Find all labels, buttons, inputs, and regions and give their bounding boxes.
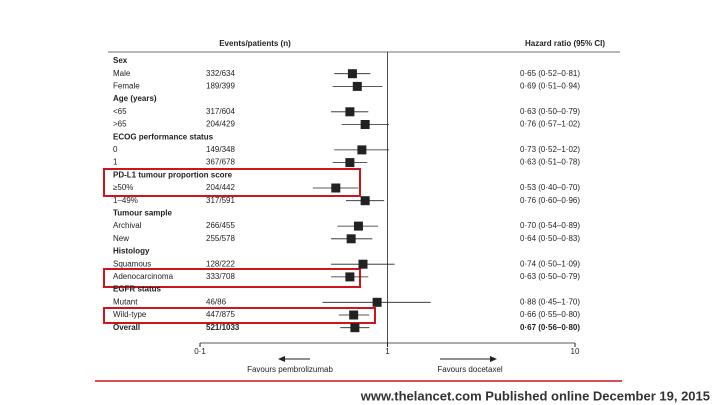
hr-label: 0·76 (0·57–1·02) — [520, 120, 580, 129]
hr-point — [350, 323, 360, 333]
hr-label: 0·76 (0·60–0·96) — [520, 196, 580, 205]
group-header: Age (years) — [113, 94, 157, 103]
hr-point — [346, 234, 356, 244]
hr-label: 0·70 (0·54–0·89) — [520, 221, 580, 230]
hr-label: 0·66 (0·55–0·80) — [520, 310, 580, 319]
row-label: Squamous — [113, 259, 151, 268]
hr-point — [331, 183, 341, 193]
x-tick-label: 1 — [385, 347, 390, 356]
favours-label: Favours docetaxel — [437, 365, 503, 374]
row-label: Overall — [113, 323, 140, 332]
hr-point — [353, 221, 363, 231]
hr-point — [347, 69, 357, 79]
hr-label: 0·88 (0·45–1·70) — [520, 297, 580, 306]
row-label: Male — [113, 69, 131, 78]
row-label: Archival — [113, 221, 142, 230]
row-label: Female — [113, 82, 140, 91]
highlight-box — [103, 168, 361, 197]
hr-point — [345, 158, 355, 168]
row-label: 1–49% — [113, 196, 138, 205]
events: 46/86 — [206, 297, 227, 306]
events: 317/591 — [206, 196, 235, 205]
hr-label: 0·63 (0·50–0·79) — [520, 107, 580, 116]
hr-label: 0·69 (0·51–0·94) — [520, 82, 580, 91]
events: 204/442 — [206, 183, 235, 192]
column-header: Events/patients (n) — [219, 39, 291, 48]
hr-point — [349, 310, 359, 320]
row-label: Mutant — [113, 297, 138, 306]
hr-label: 0·67 (0·56–0·80) — [520, 323, 580, 332]
group-header: PD-L1 tumour proportion score — [113, 170, 233, 179]
hr-label: 0·65 (0·52–0·81) — [520, 69, 580, 78]
hr-label: 0·63 (0·50–0·79) — [520, 272, 580, 281]
group-header: Sex — [113, 56, 128, 65]
group-header: ECOG performance status — [113, 132, 214, 141]
events: 128/222 — [206, 259, 235, 268]
row-label: Adenocarcinoma — [113, 272, 174, 281]
group-header: EGFR status — [113, 285, 162, 294]
arrow-head — [278, 356, 285, 362]
events: 189/399 — [206, 82, 235, 91]
x-tick-label: 0·1 — [194, 347, 206, 356]
events: 149/348 — [206, 145, 235, 154]
x-tick-label: 10 — [571, 347, 580, 356]
events: 367/678 — [206, 158, 235, 167]
events: 332/634 — [206, 69, 235, 78]
column-header: Hazard ratio (95% CI) — [525, 39, 605, 48]
hr-point — [372, 297, 382, 307]
events: 521/1033 — [206, 323, 240, 332]
row-label: New — [113, 234, 129, 243]
hr-label: 0·64 (0·50–0·83) — [520, 234, 580, 243]
row-label: >65 — [113, 120, 127, 129]
hr-point — [360, 196, 370, 206]
events: 333/708 — [206, 272, 235, 281]
hr-label: 0·73 (0·52–1·02) — [520, 145, 580, 154]
group-header: Histology — [113, 247, 150, 256]
hr-point — [345, 107, 355, 117]
hr-point — [360, 120, 370, 129]
events: 266/455 — [206, 221, 235, 230]
row-label: Wild-type — [113, 310, 147, 319]
hr-point — [357, 145, 367, 155]
row-label: ≥50% — [113, 183, 133, 192]
hr-point — [352, 81, 362, 91]
events: 317/604 — [206, 107, 235, 116]
group-header: Tumour sample — [113, 209, 173, 218]
favours-label: Favours pembrolizumab — [247, 365, 333, 374]
hr-label: 0·74 (0·50–1·09) — [520, 259, 580, 268]
hr-label: 0·63 (0·51–0·78) — [520, 158, 580, 167]
events: 204/429 — [206, 120, 235, 129]
highlight-box — [103, 268, 361, 288]
hr-point — [358, 259, 368, 269]
arrow-head — [490, 356, 497, 362]
events: 447/875 — [206, 310, 235, 319]
footer: www.thelancet.com Published online Decem… — [360, 388, 710, 403]
row-label: <65 — [113, 107, 127, 116]
row-label: 0 — [113, 145, 118, 154]
hr-label: 0·53 (0·40–0·70) — [520, 183, 580, 192]
highlight-box — [103, 307, 376, 324]
row-label: 1 — [113, 158, 118, 167]
events: 255/578 — [206, 234, 235, 243]
hr-point — [345, 272, 355, 282]
